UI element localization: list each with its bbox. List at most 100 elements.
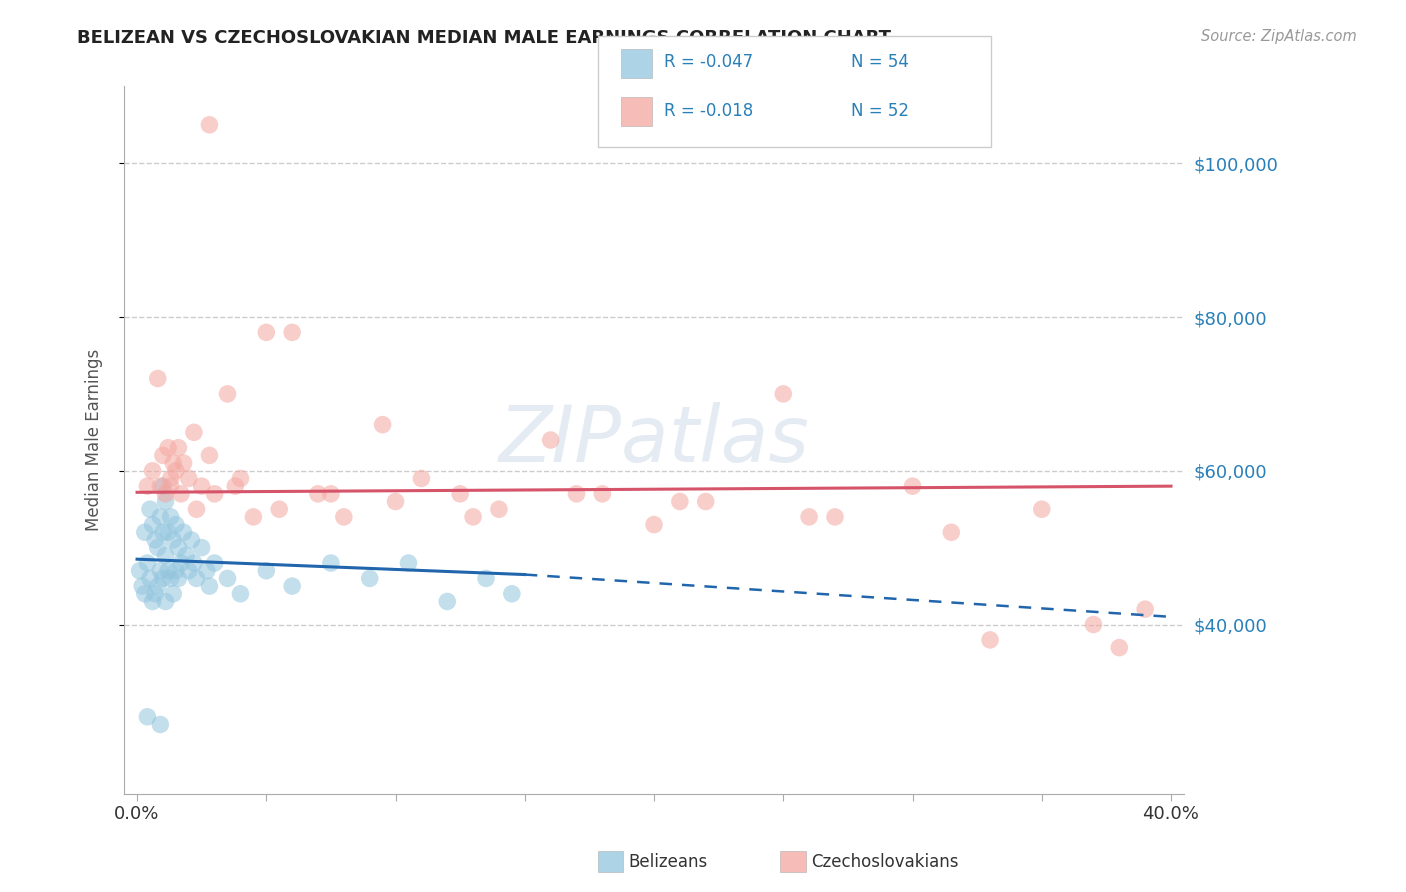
Point bbox=[186, 502, 208, 516]
Point bbox=[269, 502, 291, 516]
Point bbox=[1133, 602, 1156, 616]
Point bbox=[162, 533, 184, 547]
Point bbox=[180, 533, 202, 547]
Text: R = -0.047: R = -0.047 bbox=[664, 53, 752, 70]
Point bbox=[319, 556, 342, 570]
Point bbox=[136, 710, 159, 724]
Point bbox=[177, 471, 200, 485]
Point bbox=[143, 587, 166, 601]
Point bbox=[159, 471, 181, 485]
Point bbox=[254, 564, 277, 578]
Point bbox=[139, 571, 162, 585]
Point bbox=[436, 594, 458, 608]
Text: BELIZEAN VS CZECHOSLOVAKIAN MEDIAN MALE EARNINGS CORRELATION CHART: BELIZEAN VS CZECHOSLOVAKIAN MEDIAN MALE … bbox=[77, 29, 891, 46]
Point bbox=[695, 494, 717, 508]
Point bbox=[146, 371, 169, 385]
Point bbox=[136, 479, 159, 493]
Point bbox=[162, 587, 184, 601]
Point bbox=[669, 494, 692, 508]
Point bbox=[1083, 617, 1105, 632]
Point bbox=[281, 326, 304, 340]
Point bbox=[167, 541, 190, 555]
Point bbox=[142, 517, 165, 532]
Point bbox=[229, 587, 252, 601]
Point bbox=[157, 525, 180, 540]
Point bbox=[319, 487, 342, 501]
Point bbox=[162, 456, 184, 470]
Point bbox=[149, 564, 172, 578]
Point bbox=[242, 509, 264, 524]
Point bbox=[159, 479, 181, 493]
Point bbox=[333, 509, 356, 524]
Point bbox=[217, 571, 239, 585]
Point bbox=[384, 494, 406, 508]
Point bbox=[142, 464, 165, 478]
Point bbox=[152, 449, 174, 463]
Point bbox=[461, 509, 484, 524]
Point bbox=[198, 579, 221, 593]
Point bbox=[411, 471, 433, 485]
Point bbox=[449, 487, 471, 501]
Point bbox=[198, 118, 221, 132]
Point bbox=[136, 556, 159, 570]
Point bbox=[190, 541, 212, 555]
Point bbox=[157, 564, 180, 578]
Point bbox=[183, 425, 205, 440]
Text: Belizeans: Belizeans bbox=[628, 853, 707, 871]
Point bbox=[186, 571, 208, 585]
Point bbox=[173, 525, 195, 540]
Point bbox=[643, 517, 665, 532]
Point bbox=[190, 479, 212, 493]
Point bbox=[371, 417, 394, 432]
Text: N = 52: N = 52 bbox=[851, 102, 908, 120]
Text: N = 54: N = 54 bbox=[851, 53, 908, 70]
Point bbox=[149, 509, 172, 524]
Point bbox=[167, 441, 190, 455]
Point bbox=[307, 487, 329, 501]
Point bbox=[152, 479, 174, 493]
Point bbox=[475, 571, 498, 585]
Point bbox=[198, 449, 221, 463]
Point bbox=[165, 464, 187, 478]
Point bbox=[157, 441, 180, 455]
Point bbox=[1108, 640, 1130, 655]
Y-axis label: Median Male Earnings: Median Male Earnings bbox=[86, 349, 103, 531]
Point bbox=[139, 502, 162, 516]
Point bbox=[159, 571, 181, 585]
Point bbox=[501, 587, 523, 601]
Point bbox=[155, 494, 177, 508]
Point bbox=[359, 571, 381, 585]
Point bbox=[183, 556, 205, 570]
Point bbox=[155, 594, 177, 608]
Point bbox=[134, 525, 156, 540]
Point bbox=[540, 433, 562, 447]
Point bbox=[195, 564, 218, 578]
Point bbox=[167, 571, 190, 585]
Point bbox=[165, 517, 187, 532]
Point bbox=[152, 525, 174, 540]
Point bbox=[146, 541, 169, 555]
Point bbox=[155, 549, 177, 563]
Point bbox=[149, 717, 172, 731]
Text: ZIPatlas: ZIPatlas bbox=[499, 402, 810, 478]
Text: Source: ZipAtlas.com: Source: ZipAtlas.com bbox=[1201, 29, 1357, 44]
Point bbox=[565, 487, 588, 501]
Point bbox=[149, 479, 172, 493]
Point bbox=[159, 509, 181, 524]
Point bbox=[152, 571, 174, 585]
Point bbox=[170, 487, 193, 501]
Point bbox=[224, 479, 246, 493]
Point bbox=[170, 556, 193, 570]
Point bbox=[146, 579, 169, 593]
Point bbox=[488, 502, 510, 516]
Point bbox=[772, 387, 794, 401]
Point bbox=[217, 387, 239, 401]
Point bbox=[281, 579, 304, 593]
Text: Czechoslovakians: Czechoslovakians bbox=[811, 853, 959, 871]
Point bbox=[204, 556, 226, 570]
Point bbox=[254, 326, 277, 340]
Point bbox=[165, 564, 187, 578]
Point bbox=[134, 587, 156, 601]
Point bbox=[143, 533, 166, 547]
Point bbox=[824, 509, 846, 524]
